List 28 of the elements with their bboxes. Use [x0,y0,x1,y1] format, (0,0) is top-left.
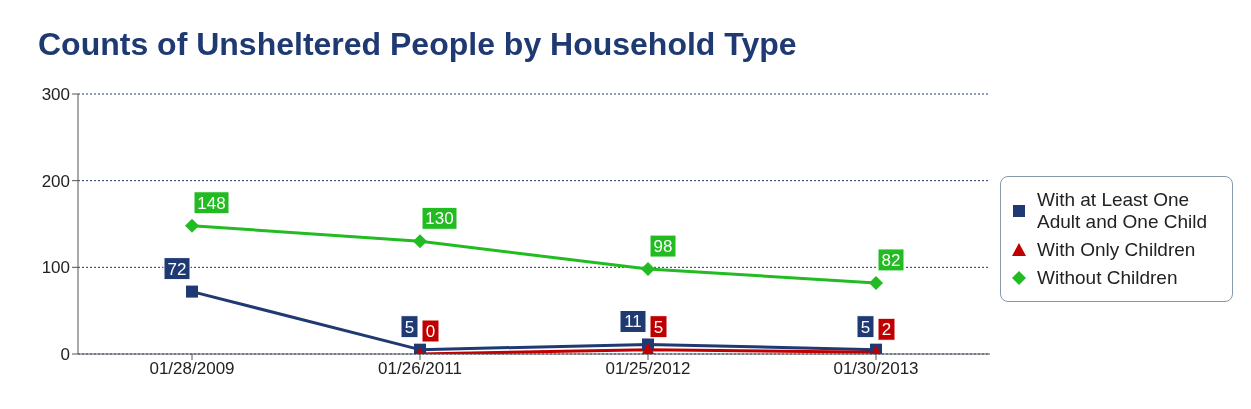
data-label: 5 [860,317,871,337]
data-label: 82 [881,250,901,270]
x-tick-label: 01/30/2013 [833,359,919,379]
y-tick-label: 200 [41,171,70,191]
point [869,275,883,290]
point [185,218,199,233]
data-label: 98 [653,237,673,257]
data-label: 148 [197,193,226,213]
data-label: 130 [425,209,454,229]
data-label: 5 [653,317,664,337]
data-label: 2 [881,320,892,340]
x-tick-label: 01/25/2012 [605,359,691,379]
legend-label: With Only Children [1037,239,1196,261]
chart-title: Counts of Unsheltered People by Household Type [37,25,798,64]
x-tick-label: 01/26/2011 [378,359,462,379]
legend-label: Without Children [1037,267,1178,289]
data-label: 5 [404,317,415,337]
legend-label: With at Least One Adult and One Child [1037,189,1209,233]
data-label: 0 [425,322,436,341]
data-label: 11 [624,312,642,332]
y-tick-label: 100 [41,258,70,278]
data-label: 72 [167,259,187,279]
y-tick-label: 300 [41,85,70,105]
y-tick-label: 0 [60,345,70,365]
point [413,234,427,249]
point [641,262,655,277]
x-tick-label: 01/28/2009 [149,359,235,379]
point [186,285,198,298]
